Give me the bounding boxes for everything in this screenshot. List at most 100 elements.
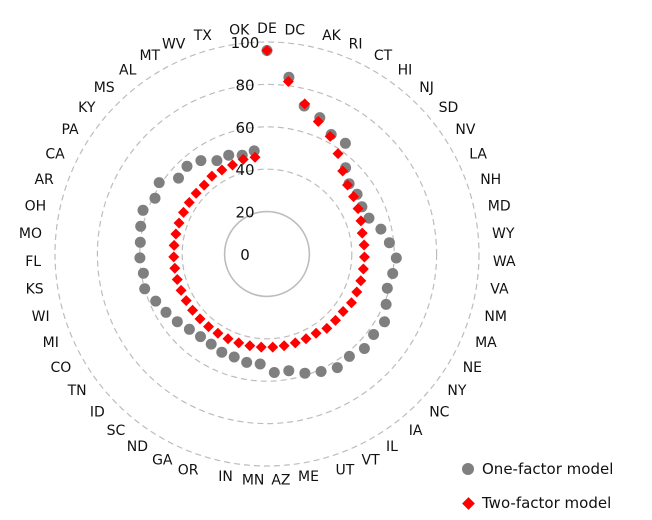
category-label: AZ — [271, 473, 290, 489]
data-point-one-factor — [205, 338, 217, 350]
category-label: DE — [257, 21, 277, 37]
category-label: NJ — [419, 80, 434, 96]
data-point-two-factor — [175, 284, 187, 296]
legend-label-one-factor: One-factor model — [482, 460, 614, 478]
category-label: OH — [25, 199, 47, 215]
radial-tick-label: 0 — [240, 246, 250, 264]
series-layer — [134, 44, 402, 379]
data-point-two-factor — [341, 179, 353, 191]
data-point-one-factor — [381, 282, 393, 294]
category-label: WV — [162, 36, 186, 52]
category-label: SC — [107, 423, 126, 439]
data-point-two-factor — [237, 153, 249, 165]
data-point-one-factor — [134, 236, 146, 248]
data-point-two-factor — [255, 341, 267, 353]
category-label: PA — [61, 122, 79, 138]
data-point-two-factor — [168, 239, 180, 251]
data-point-one-factor — [268, 367, 280, 378]
data-point-two-factor — [345, 297, 357, 309]
category-label: RI — [349, 36, 363, 52]
data-point-two-factor — [267, 341, 279, 353]
data-point-one-factor — [343, 350, 355, 362]
radial-tick-label: 80 — [235, 76, 254, 94]
category-label: NC — [429, 404, 449, 420]
data-point-two-factor — [300, 333, 312, 345]
category-label: AL — [119, 63, 137, 79]
data-point-one-factor — [223, 149, 235, 161]
category-label: OR — [178, 462, 199, 478]
data-point-two-factor — [249, 151, 261, 163]
data-point-two-factor — [337, 165, 349, 177]
legend-label-two-factor: Two-factor model — [482, 494, 612, 512]
legend-circle-marker — [462, 463, 474, 475]
data-point-one-factor — [315, 366, 327, 377]
data-point-one-factor — [383, 237, 395, 249]
grid-ring — [181, 168, 353, 340]
radial-grid — [54, 41, 480, 467]
data-point-two-factor — [355, 215, 367, 227]
data-point-two-factor — [352, 203, 364, 215]
category-label: AR — [34, 172, 54, 188]
data-point-two-factor — [227, 159, 239, 171]
category-label: VT — [362, 452, 381, 468]
data-point-one-factor — [173, 172, 184, 184]
legend: One-factor model Two-factor model — [462, 452, 652, 520]
data-point-one-factor — [380, 298, 392, 310]
data-point-one-factor — [153, 177, 165, 189]
category-label: SD — [439, 100, 459, 116]
category-label: DC — [285, 23, 306, 39]
data-point-two-factor — [348, 191, 360, 203]
category-label: MT — [139, 48, 160, 64]
data-point-two-factor — [168, 251, 180, 263]
data-point-one-factor — [254, 358, 266, 370]
category-label: MA — [475, 335, 497, 351]
category-label: MI — [43, 335, 59, 351]
grid-ring — [96, 83, 438, 425]
data-point-one-factor — [379, 316, 390, 328]
grid-ring — [223, 210, 311, 298]
category-label: IA — [409, 423, 423, 439]
category-label: WI — [32, 309, 50, 325]
data-point-two-factor — [332, 148, 344, 160]
category-label: MN — [242, 473, 265, 489]
data-point-two-factor — [337, 305, 349, 317]
data-point-two-factor — [222, 333, 234, 345]
category-label: NE — [463, 360, 482, 376]
category-label: KY — [78, 100, 96, 116]
data-point-two-factor — [310, 327, 322, 339]
series-two-factor — [168, 44, 370, 353]
data-point-one-factor — [375, 223, 387, 235]
legend-item-two-factor: Two-factor model — [462, 486, 652, 520]
category-label: KS — [26, 282, 44, 298]
data-point-two-factor — [356, 227, 368, 239]
data-point-one-factor — [368, 329, 380, 340]
data-point-two-factor — [357, 263, 369, 275]
legend-item-one-factor: One-factor model — [462, 452, 652, 486]
data-point-two-factor — [261, 44, 273, 56]
data-point-two-factor — [299, 98, 311, 110]
data-point-one-factor — [139, 283, 151, 295]
data-point-one-factor — [195, 331, 206, 343]
category-label: FL — [25, 254, 41, 270]
category-label: CT — [374, 48, 393, 64]
data-point-two-factor — [194, 313, 206, 325]
data-point-one-factor — [137, 204, 149, 216]
data-point-two-factor — [289, 337, 301, 349]
category-label: IL — [386, 439, 398, 455]
radial-tick-label: 20 — [235, 204, 254, 222]
grid-ring — [139, 126, 395, 382]
data-point-two-factor — [187, 304, 199, 316]
data-point-one-factor — [241, 356, 253, 368]
data-point-one-factor — [283, 365, 295, 377]
radial-tick-label: 60 — [235, 119, 254, 137]
data-point-one-factor — [211, 155, 223, 167]
radial-tick-label: 100 — [231, 34, 260, 52]
data-point-one-factor — [387, 268, 399, 279]
data-point-two-factor — [206, 170, 218, 182]
data-point-two-factor — [198, 179, 210, 191]
data-point-two-factor — [216, 164, 228, 176]
data-point-one-factor — [150, 295, 162, 307]
data-point-two-factor — [177, 206, 189, 218]
category-label: GA — [152, 452, 173, 468]
